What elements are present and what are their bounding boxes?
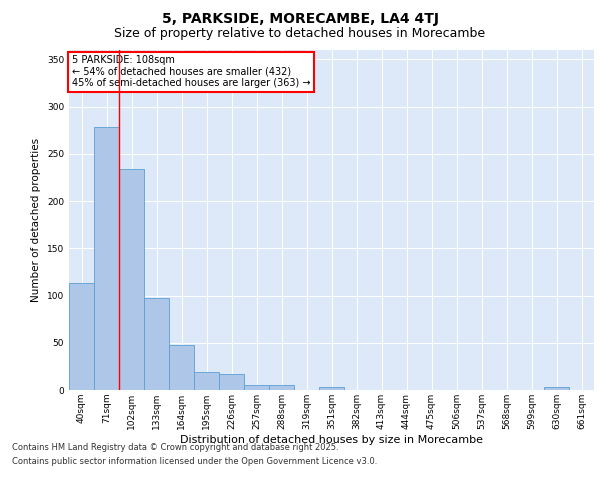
- Text: Contains HM Land Registry data © Crown copyright and database right 2025.: Contains HM Land Registry data © Crown c…: [12, 442, 338, 452]
- Text: 5 PARKSIDE: 108sqm
← 54% of detached houses are smaller (432)
45% of semi-detach: 5 PARKSIDE: 108sqm ← 54% of detached hou…: [71, 55, 310, 88]
- Bar: [144, 298, 169, 390]
- Bar: [244, 386, 269, 390]
- Bar: [319, 387, 344, 390]
- Bar: [219, 374, 244, 390]
- Text: Size of property relative to detached houses in Morecambe: Size of property relative to detached ho…: [115, 28, 485, 40]
- Bar: [94, 128, 119, 390]
- Bar: [119, 169, 144, 390]
- X-axis label: Distribution of detached houses by size in Morecambe: Distribution of detached houses by size …: [180, 434, 483, 444]
- Bar: [69, 284, 94, 390]
- Text: Contains public sector information licensed under the Open Government Licence v3: Contains public sector information licen…: [12, 458, 377, 466]
- Bar: [269, 386, 294, 390]
- Bar: [544, 387, 569, 390]
- Bar: [169, 344, 194, 390]
- Bar: [194, 372, 219, 390]
- Y-axis label: Number of detached properties: Number of detached properties: [31, 138, 41, 302]
- Text: 5, PARKSIDE, MORECAMBE, LA4 4TJ: 5, PARKSIDE, MORECAMBE, LA4 4TJ: [161, 12, 439, 26]
